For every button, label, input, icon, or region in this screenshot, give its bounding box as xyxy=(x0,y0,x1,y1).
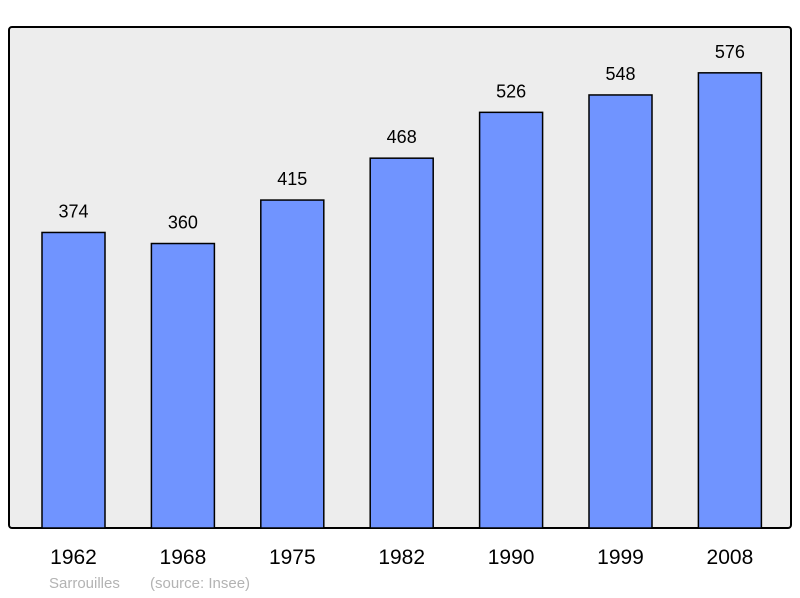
data-label: 526 xyxy=(496,81,526,101)
bar-1982 xyxy=(369,157,434,529)
x-tick-label: 1990 xyxy=(488,546,535,569)
x-tick-label: 1982 xyxy=(378,546,425,569)
x-tick-label: 2008 xyxy=(707,546,754,569)
bar-1975 xyxy=(260,199,325,529)
data-label: 576 xyxy=(715,42,745,62)
data-label: 468 xyxy=(387,127,417,147)
bar-1990 xyxy=(478,111,544,529)
bar-1962 xyxy=(41,231,106,529)
data-label: 415 xyxy=(277,169,307,189)
x-tick-label: 1968 xyxy=(160,546,207,569)
footer-place: Sarrouilles xyxy=(49,575,120,592)
bar-1968 xyxy=(150,242,216,529)
x-tick-label: 1999 xyxy=(597,546,644,569)
data-label: 360 xyxy=(168,213,198,233)
bar-2008 xyxy=(697,72,763,529)
data-label: 374 xyxy=(58,201,88,221)
footer-source: (source: Insee) xyxy=(150,575,251,592)
x-tick-label: 1962 xyxy=(50,546,97,569)
x-tick-label: 1975 xyxy=(269,546,316,569)
data-label: 548 xyxy=(605,64,635,84)
bar-1999 xyxy=(588,94,653,529)
